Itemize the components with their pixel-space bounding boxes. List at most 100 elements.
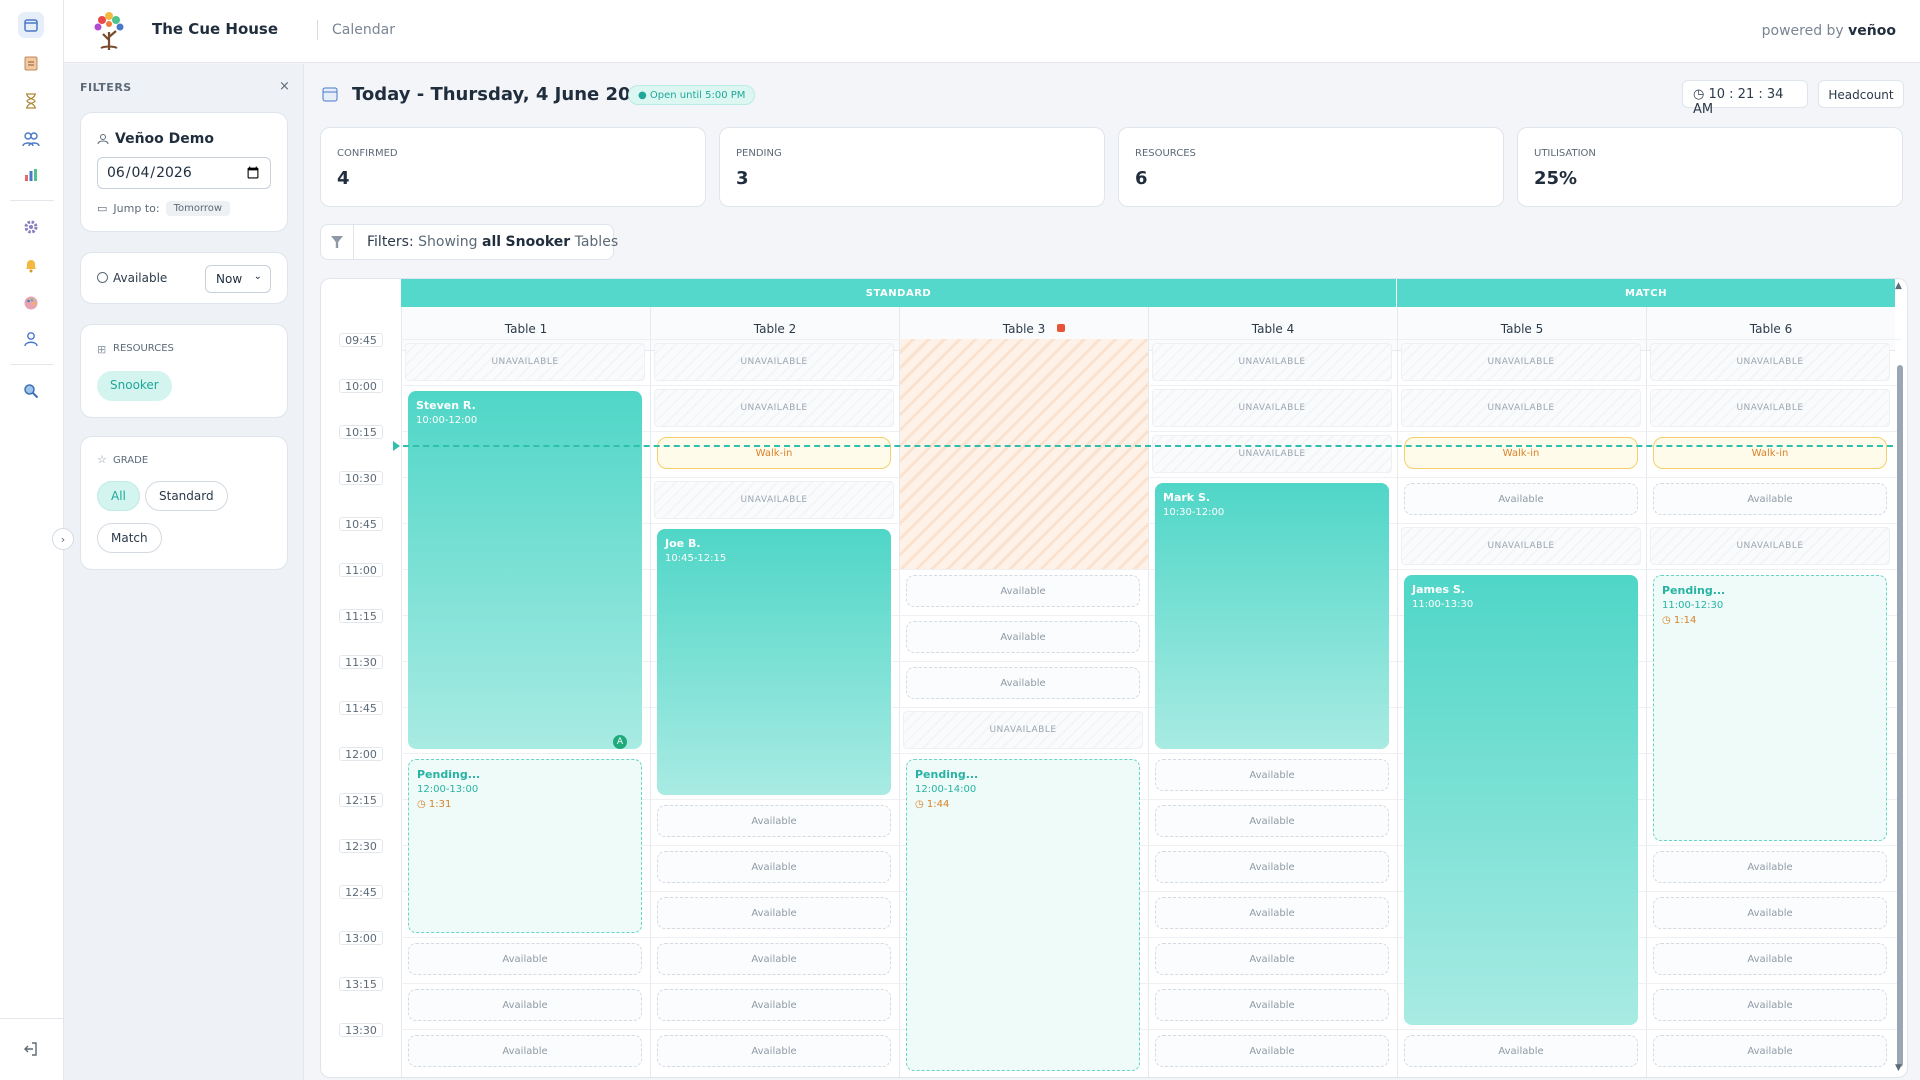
slot-available[interactable]: Available [657,943,891,975]
stat-value: 4 [337,168,350,189]
booking-time: 10:30-12:00 [1163,507,1225,518]
filter-summary-bar[interactable]: Filters: Showing all Snooker Tables [320,224,618,260]
slot-available[interactable]: Available [1653,897,1887,929]
row-divider [401,661,1901,662]
pending-booking-card[interactable]: Pending... 12:00-14:00 ◷ 1:44 [906,759,1140,1071]
slot-available[interactable]: Available [1653,851,1887,883]
jump-tomorrow-chip[interactable]: Tomorrow [165,201,231,216]
hourglass-icon[interactable] [18,88,44,114]
close-icon[interactable]: × [279,79,290,94]
row-divider [401,799,1901,800]
slot-available[interactable]: Available [408,943,642,975]
calendar-icon [322,86,338,106]
headcount-button[interactable]: Headcount [1818,80,1904,108]
group-header-match: MATCH [1397,279,1895,307]
row-divider [401,385,1901,386]
slot-available[interactable]: Available [657,805,891,837]
jump-label: Jump to: [113,202,160,215]
powered-by-brand: veñoo [1848,23,1896,39]
slot-available[interactable]: Available [1155,1035,1389,1067]
venue-row: Veñoo Demo [97,131,214,147]
gear-icon[interactable] [18,214,44,240]
slot-unavailable: UNAVAILABLE [1152,343,1392,381]
availability-card: Available Now ⌄ [80,252,288,304]
slot-available[interactable]: Available [1653,483,1887,515]
time-label: 13:30 [339,1023,383,1037]
slot-available[interactable]: Available [906,575,1140,607]
logout-icon[interactable] [18,1036,44,1062]
row-divider [401,983,1901,984]
slot-available[interactable]: Available [1155,989,1389,1021]
clipboard-icon[interactable] [18,50,44,76]
slot-available[interactable]: Available [408,989,642,1021]
slot-available[interactable]: Available [1653,943,1887,975]
slot-available[interactable]: Available [1404,483,1638,515]
current-time-marker [393,441,400,451]
booking-card[interactable]: Joe B. 10:45-12:15 [657,529,891,795]
slot-available[interactable]: Available [408,1035,642,1067]
chart-icon[interactable] [18,162,44,188]
bell-icon[interactable] [18,252,44,278]
slot-available[interactable]: Available [1155,805,1389,837]
time-label: 12:30 [339,839,383,853]
slot-walk-in[interactable]: Walk-in [657,437,891,469]
clock-icon [97,272,108,283]
calendar-icon[interactable] [18,12,44,38]
slot-available[interactable]: Available [1155,897,1389,929]
slot-available[interactable]: Available [1155,759,1389,791]
slot-available[interactable]: Available [657,1035,891,1067]
slot-available[interactable]: Available [657,897,891,929]
brand-name: The Cue House [152,20,279,38]
column-divider [899,351,900,1077]
slot-available[interactable]: Available [906,621,1140,653]
scroll-down-arrow[interactable]: ▼ [1895,1063,1902,1073]
stat-utilisation: UTILISATION 25% [1517,127,1903,207]
time-label: 13:15 [339,977,383,991]
timer-icon: ◷ 1:31 [417,799,452,810]
grade-chip-standard[interactable]: Standard [145,481,228,511]
row-divider [401,891,1901,892]
stat-value: 25% [1534,168,1578,189]
filter-icon [331,236,343,248]
users-icon[interactable] [18,126,44,152]
grade-chip-match[interactable]: Match [97,523,162,553]
slot-unavailable: UNAVAILABLE [405,343,645,381]
booking-card[interactable]: Steven R. 10:00-12:00 [408,391,642,749]
slot-available[interactable]: Available [1155,943,1389,975]
open-status-badge: ● Open until 5:00 PM [628,85,756,105]
pending-booking-card[interactable]: Pending... 11:00-12:30 ◷ 1:14 [1653,575,1887,841]
blocked-zone [900,339,1148,569]
row-divider [401,1029,1901,1030]
stat-label: PENDING [736,148,782,159]
slot-available[interactable]: Available [657,851,891,883]
resources-title: RESOURCES [113,343,174,354]
scroll-up-arrow[interactable]: ▲ [1895,281,1902,291]
column-divider [1397,351,1398,1077]
resource-chip-snooker[interactable]: Snooker [97,371,172,401]
time-label: 12:45 [339,885,383,899]
grade-chip-all[interactable]: All [97,481,140,511]
booking-card[interactable]: Mark S. 10:30-12:00 [1155,483,1389,749]
slot-available[interactable]: Available [1404,1035,1638,1067]
slot-available[interactable]: Available [657,989,891,1021]
booking-card[interactable]: James S. 11:00-13:30 [1404,575,1638,1025]
date-field[interactable] [97,157,271,189]
slot-walk-in[interactable]: Walk-in [1653,437,1887,469]
slot-walk-in[interactable]: Walk-in [1404,437,1638,469]
slot-available[interactable]: Available [1155,851,1389,883]
timer-icon: ◷ 1:14 [1662,615,1697,626]
available-select[interactable]: Now ⌄ [205,265,271,293]
calendar-small-icon: ▭ [97,202,108,215]
slot-available[interactable]: Available [1653,989,1887,1021]
pending-booking-card[interactable]: Pending... 12:00-13:00 ◷ 1:31 [408,759,642,933]
pending-time: 11:00-12:30 [1662,600,1724,611]
grade-title: GRADE [113,455,149,466]
slot-available[interactable]: Available [1653,1035,1887,1067]
user-icon[interactable] [18,326,44,352]
search-icon[interactable] [18,378,44,404]
slot-available[interactable]: Available [906,667,1140,699]
scrollbar[interactable] [1897,365,1903,1067]
palette-icon[interactable] [18,290,44,316]
jump-row: ▭ Jump to: Tomorrow [97,201,231,216]
collapse-panel-button[interactable]: › [52,528,74,550]
